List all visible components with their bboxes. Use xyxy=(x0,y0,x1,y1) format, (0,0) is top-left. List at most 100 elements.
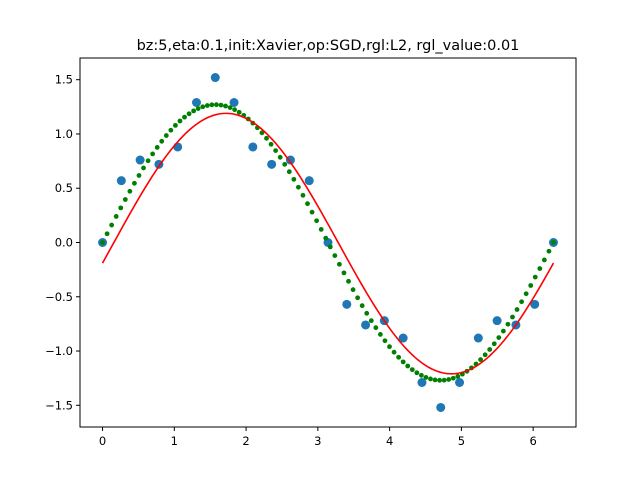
target-point xyxy=(173,122,178,128)
target-point xyxy=(268,141,274,147)
y-tick-label: −0.5 xyxy=(45,290,73,304)
target-point xyxy=(195,106,201,111)
sample-point xyxy=(116,176,126,186)
target-point xyxy=(232,107,238,113)
target-point xyxy=(537,266,543,271)
target-point xyxy=(428,376,433,382)
target-point xyxy=(286,169,292,175)
target-point xyxy=(446,377,452,382)
sample-point xyxy=(530,299,540,309)
sample-point xyxy=(173,142,183,152)
target-point xyxy=(437,377,443,383)
target-point xyxy=(141,165,146,171)
target-point xyxy=(218,102,224,108)
sample-point xyxy=(210,73,220,83)
target-point xyxy=(487,347,493,352)
target-point xyxy=(109,222,115,228)
sample-point xyxy=(398,333,408,343)
sample-point xyxy=(473,333,483,343)
target-point xyxy=(491,341,497,347)
y-tick-label: 0.0 xyxy=(55,236,73,250)
y-tick-label: −1.5 xyxy=(45,398,73,412)
sample-point xyxy=(361,320,371,330)
target-point xyxy=(191,108,197,114)
target-point xyxy=(336,261,342,267)
target-point xyxy=(332,253,338,259)
sample-point xyxy=(267,159,277,169)
target-point xyxy=(159,138,165,144)
target-point xyxy=(277,154,283,160)
target-point xyxy=(450,375,456,381)
target-point xyxy=(519,299,524,305)
target-point xyxy=(236,109,242,115)
target-point xyxy=(478,357,483,363)
target-point xyxy=(209,102,215,108)
x-tick-label: 5 xyxy=(458,434,465,448)
target-point xyxy=(541,257,547,263)
target-point xyxy=(273,148,279,153)
sample-point xyxy=(342,299,352,309)
target-point xyxy=(186,111,192,117)
target-point xyxy=(314,218,320,224)
target-point xyxy=(396,354,402,360)
target-point xyxy=(514,307,520,312)
target-point xyxy=(259,130,265,136)
x-tick-label: 0 xyxy=(99,434,106,448)
target-point xyxy=(182,114,187,120)
target-point xyxy=(551,240,556,245)
target-point xyxy=(145,158,151,164)
target-point xyxy=(291,176,297,182)
target-point xyxy=(113,214,119,219)
sample-point xyxy=(455,378,465,388)
target-point xyxy=(282,161,288,167)
target-point xyxy=(400,359,406,365)
sample-point xyxy=(436,402,446,412)
target-point xyxy=(432,377,438,383)
target-point xyxy=(391,349,397,355)
target-point xyxy=(327,244,333,250)
target-point xyxy=(414,370,420,376)
target-point xyxy=(441,377,447,383)
target-point xyxy=(418,372,424,378)
target-point xyxy=(500,328,506,334)
target-point xyxy=(455,374,461,379)
y-tick-label: 1.5 xyxy=(55,73,73,87)
sample-point xyxy=(304,176,314,186)
x-tick-label: 6 xyxy=(529,434,536,448)
sample-point xyxy=(492,316,502,326)
sample-point xyxy=(285,155,295,165)
target-point xyxy=(227,105,233,110)
target-point xyxy=(318,226,324,232)
x-tick-label: 3 xyxy=(314,434,321,448)
sample-point xyxy=(417,378,427,388)
target-point xyxy=(496,335,502,341)
target-point xyxy=(368,318,374,324)
target-point xyxy=(264,135,269,141)
target-point xyxy=(127,188,133,194)
target-point xyxy=(510,314,515,320)
target-point xyxy=(532,274,538,280)
target-point xyxy=(168,127,174,133)
target-point xyxy=(204,103,210,108)
target-point xyxy=(150,151,156,157)
x-tick-label: 2 xyxy=(242,434,249,448)
sample-point xyxy=(229,97,239,107)
sample-point xyxy=(191,97,201,107)
target-point xyxy=(305,201,310,207)
target-point xyxy=(382,338,388,344)
target-point xyxy=(341,270,347,276)
target-point xyxy=(523,291,529,297)
chart-title: bz:5,eta:0.1,init:Xavier,op:SGD,rgl:L2, … xyxy=(137,38,520,54)
target-point xyxy=(355,295,361,301)
target-point xyxy=(200,104,206,110)
target-point xyxy=(350,287,356,293)
sample-point xyxy=(135,155,145,165)
target-point xyxy=(104,231,110,237)
target-point xyxy=(409,367,415,373)
target-point xyxy=(136,173,142,178)
plot-area: 0 1 2 3 4 5 6 −1.5 −1.0 −0.5 0.0 0.5 1.0 1.5 xyxy=(45,57,577,448)
target-point xyxy=(122,197,128,202)
target-point xyxy=(132,180,137,186)
